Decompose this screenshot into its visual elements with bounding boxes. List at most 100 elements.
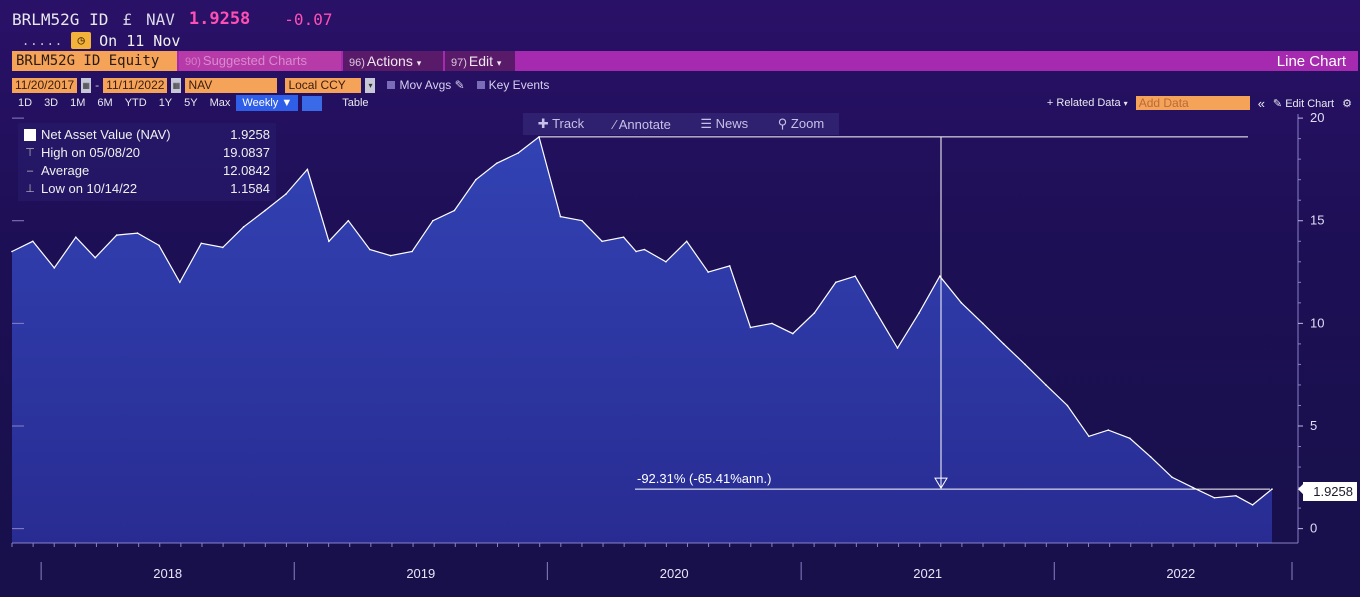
end-date-input[interactable]: 11/11/2022: [103, 77, 168, 93]
legend-low-row: ⊥ Low on 10/14/22 1.1584: [24, 180, 270, 198]
frequency-select[interactable]: Weekly ▼: [236, 95, 299, 111]
track-tool[interactable]: ✚ Track: [538, 116, 584, 132]
nav-point: [432, 219, 434, 222]
chevron-down-icon: ▼: [281, 97, 293, 109]
chevron-down-icon[interactable]: ▾: [365, 77, 376, 93]
legend-average-label: Average: [41, 163, 90, 178]
nav-point: [32, 240, 34, 243]
clock-icon[interactable]: ◷: [71, 32, 92, 49]
nav-point: [1107, 429, 1110, 431]
right-tools: + Related Data ▾ Add Data « ✎ Edit Chart…: [1047, 96, 1358, 111]
range-6m[interactable]: 6M: [97, 97, 113, 109]
date-separator: -: [95, 78, 100, 92]
nav-point: [411, 250, 413, 253]
currency-select[interactable]: Local CCY: [285, 77, 362, 93]
nav-point: [179, 281, 181, 284]
annotate-tool[interactable]: ∕ Annotate: [614, 117, 671, 132]
nav-point: [1045, 384, 1047, 386]
range-1y[interactable]: 1Y: [158, 97, 173, 109]
nav-series-line[interactable]: [11, 135, 1273, 506]
nav-point: [854, 275, 856, 278]
nav-point: [601, 240, 603, 243]
function-toolbar: BRLM52G ID Equity 90) Suggested Charts 96…: [12, 51, 1358, 71]
range-bar: 1D 3D 1M 6M YTD 1Y 5Y Max Weekly ▼ Table…: [12, 95, 1358, 111]
range-max[interactable]: Max: [209, 97, 231, 109]
suggested-charts-button[interactable]: 90) Suggested Charts: [179, 51, 341, 71]
nav-point: [643, 248, 646, 251]
checkbox-icon: [387, 81, 396, 89]
nav-point: [918, 312, 920, 314]
security-header: BRLM52G ID £ NAV 1.9258 -0.07: [12, 8, 332, 30]
security-field[interactable]: BRLM52G ID Equity: [12, 51, 177, 71]
start-date-input[interactable]: 11/20/2017: [12, 77, 78, 93]
line-chart-icon[interactable]: [302, 95, 323, 111]
edit-label: Edit: [468, 53, 494, 69]
magnifier-icon: ⚲: [777, 116, 788, 131]
edit-chart-button[interactable]: ✎ Edit Chart: [1273, 97, 1334, 110]
nav-point: [792, 332, 794, 335]
calendar-icon[interactable]: ▦: [81, 77, 92, 93]
related-data-menu[interactable]: + Related Data ▾: [1046, 97, 1128, 109]
nav-point: [707, 271, 709, 273]
nav-point: [939, 275, 941, 278]
nav-point: [53, 267, 56, 269]
range-3d[interactable]: 3D: [44, 97, 59, 109]
collapse-icon[interactable]: «: [1257, 95, 1265, 111]
edit-number: 97): [451, 57, 467, 69]
range-ytd[interactable]: YTD: [124, 97, 147, 109]
related-data-label: Related Data: [1056, 97, 1121, 109]
range-1d[interactable]: 1D: [18, 97, 33, 109]
drawdown-arrow-head: [934, 477, 948, 490]
calendar-icon[interactable]: ▦: [171, 77, 182, 93]
key-events-label: Key Events: [488, 78, 550, 92]
zoom-tool[interactable]: ⚲ Zoom: [778, 116, 824, 132]
nav-point: [495, 162, 498, 165]
nav-point: [347, 219, 350, 222]
last-value-tag: 1.9258: [1303, 482, 1357, 501]
nav-point: [1251, 504, 1254, 506]
pencil-icon: ✎: [454, 78, 465, 92]
range-5y[interactable]: 5Y: [184, 97, 198, 109]
nav-area: [12, 136, 1272, 543]
nav-point: [475, 178, 477, 181]
track-label: Track: [552, 116, 585, 131]
news-tool[interactable]: ☰ News: [700, 116, 748, 132]
actions-label: Actions: [366, 53, 413, 69]
range-1m[interactable]: 1M: [70, 97, 86, 109]
legend-low-label: Low on 10/14/22: [41, 181, 138, 196]
table-button[interactable]: Table: [342, 97, 369, 109]
legend-low-value: 1.1584: [230, 181, 270, 196]
nav-point: [264, 209, 266, 212]
chart-type-title: Line Chart: [1276, 52, 1346, 70]
zoom-label: Zoom: [790, 116, 825, 131]
nav-point: [559, 215, 562, 218]
ticker[interactable]: BRLM52G ID: [12, 9, 109, 29]
legend-high-value: 19.0837: [223, 145, 270, 160]
gear-icon[interactable]: ⚙: [1342, 97, 1352, 110]
add-data-input[interactable]: Add Data: [1135, 96, 1250, 110]
nav-point: [665, 261, 667, 263]
nav-point: [389, 254, 392, 257]
nav-point: [136, 232, 139, 234]
field-input[interactable]: NAV: [185, 77, 278, 93]
legend-nav-row[interactable]: Net Asset Value (NAV) 1.9258: [24, 126, 270, 144]
nav-change: -0.07: [284, 9, 333, 29]
average-marker-icon: –: [26, 165, 34, 177]
nav-point: [328, 240, 330, 243]
chart-legend: Net Asset Value (NAV) 1.9258 ⊤ High on 05…: [18, 123, 276, 201]
frequency-label: Weekly: [242, 97, 279, 109]
edit-menu[interactable]: 97) Edit ▾: [445, 51, 515, 71]
status-dots: .....: [22, 33, 64, 48]
settings-bar: 11/20/2017 ▦ - 11/11/2022 ▦ NAV Local CC…: [12, 77, 549, 93]
actions-menu[interactable]: 96) Actions ▾: [343, 51, 443, 71]
mov-avgs-toggle[interactable]: Mov Avgs ✎: [387, 78, 465, 92]
y-tick-label: 5: [1310, 418, 1317, 433]
nav-point: [453, 209, 456, 212]
nav-point: [685, 240, 688, 243]
low-marker-icon: ⊥: [25, 183, 35, 195]
x-tick-label: 2018: [153, 566, 182, 581]
nav-point: [369, 248, 371, 251]
key-events-toggle[interactable]: Key Events: [476, 78, 550, 92]
nav-point: [115, 234, 118, 236]
